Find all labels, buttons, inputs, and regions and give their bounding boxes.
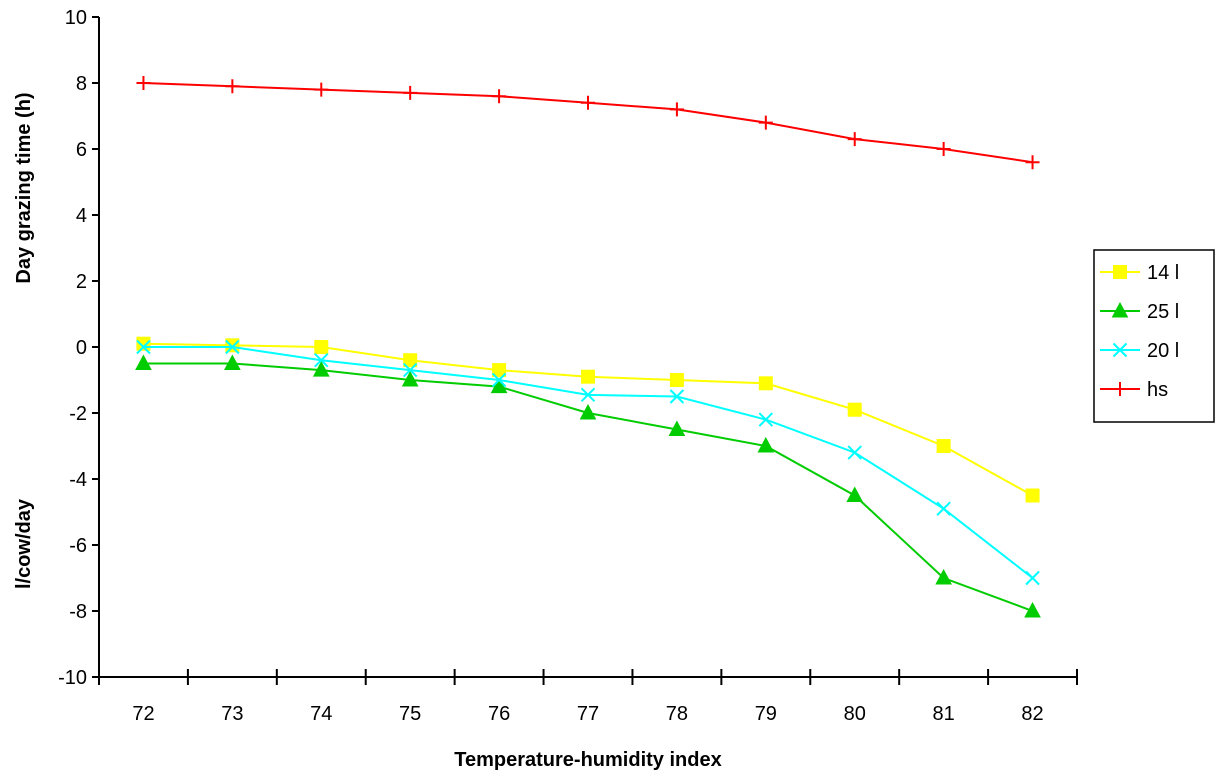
data-point bbox=[1025, 570, 1040, 586]
data-point bbox=[490, 377, 508, 394]
x-tick-label: 72 bbox=[132, 703, 154, 725]
x-tick-label: 77 bbox=[577, 703, 599, 725]
y-tick-label: 8 bbox=[76, 73, 87, 95]
data-point bbox=[846, 486, 864, 502]
data-point bbox=[758, 376, 773, 391]
series-line bbox=[143, 82, 1033, 164]
series-layer bbox=[135, 76, 1041, 618]
series-14-l bbox=[136, 336, 1040, 503]
data-point bbox=[401, 370, 419, 387]
legend-item: 14 l bbox=[1100, 262, 1179, 284]
data-point bbox=[225, 79, 240, 94]
data-point bbox=[492, 363, 507, 378]
y-tick-label: 0 bbox=[76, 337, 87, 359]
data-point bbox=[581, 95, 595, 110]
data-point bbox=[847, 445, 862, 460]
data-point bbox=[936, 439, 951, 453]
legend-marker bbox=[1113, 265, 1127, 279]
data-point bbox=[668, 420, 686, 436]
data-point bbox=[1025, 155, 1040, 170]
y-axis-title-top: Day grazing time (h) bbox=[13, 92, 35, 283]
y-tick-label: 6 bbox=[76, 139, 87, 161]
data-point bbox=[1025, 488, 1040, 503]
y-tick-label: 2 bbox=[76, 271, 87, 293]
plot-area bbox=[99, 17, 1077, 677]
data-point bbox=[669, 102, 684, 117]
data-point bbox=[757, 436, 775, 453]
data-point bbox=[581, 369, 595, 384]
x-axis-title: Temperature-humidity index bbox=[454, 749, 721, 771]
data-point bbox=[669, 373, 684, 387]
y-tick-label: 10 bbox=[65, 7, 87, 29]
series-25-l bbox=[135, 354, 1041, 618]
x-tick-label: 81 bbox=[933, 703, 955, 725]
data-point bbox=[312, 361, 330, 377]
x-tick-label: 78 bbox=[666, 703, 688, 725]
x-tick-label: 74 bbox=[310, 703, 332, 725]
y-tick-label: -8 bbox=[69, 601, 87, 623]
series-20-l bbox=[136, 339, 1040, 586]
data-point bbox=[580, 387, 596, 403]
data-point bbox=[314, 82, 329, 97]
legend-label: 20 l bbox=[1147, 340, 1179, 362]
data-point bbox=[314, 340, 329, 354]
data-point bbox=[669, 389, 685, 404]
y-tick-label: -10 bbox=[58, 667, 87, 689]
data-point bbox=[579, 403, 597, 420]
data-point bbox=[758, 115, 773, 130]
legend-item: hs bbox=[1100, 379, 1168, 401]
plot-background bbox=[99, 17, 1077, 677]
series-line bbox=[143, 362, 1033, 612]
data-point bbox=[847, 402, 862, 417]
data-point bbox=[225, 338, 240, 353]
x-tick-label: 73 bbox=[221, 703, 243, 725]
series-hs bbox=[136, 76, 1040, 170]
data-point bbox=[135, 354, 152, 370]
x-tick-label: 82 bbox=[1021, 703, 1043, 725]
data-point bbox=[1024, 601, 1041, 618]
legend-marker bbox=[1111, 301, 1129, 318]
data-point bbox=[224, 354, 241, 370]
data-point bbox=[225, 339, 240, 355]
legend-label: 25 l bbox=[1147, 301, 1179, 323]
y-tick-label: 4 bbox=[76, 205, 87, 227]
y-tick-label: -4 bbox=[69, 469, 87, 491]
legend-marker bbox=[1113, 382, 1127, 396]
data-point bbox=[403, 85, 418, 100]
y-axis: 10 8 6 4 2 0 -2 -4 -6 -8 -10 bbox=[58, 7, 100, 689]
y-axis-title-bottom: l/cow/day bbox=[13, 498, 35, 589]
y-tick-label: -2 bbox=[69, 403, 87, 425]
data-point bbox=[847, 132, 862, 147]
legend: 14 l 25 l 20 l hs bbox=[1093, 249, 1215, 423]
data-point bbox=[935, 568, 952, 585]
x-tick-label: 76 bbox=[488, 703, 510, 725]
data-point bbox=[136, 339, 151, 355]
data-point bbox=[936, 142, 951, 156]
data-point bbox=[936, 501, 951, 516]
data-point bbox=[136, 76, 151, 90]
legend-label: 14 l bbox=[1147, 262, 1179, 284]
data-point bbox=[491, 372, 507, 388]
x-tick-label: 79 bbox=[755, 703, 777, 725]
x-tick-label: 75 bbox=[399, 703, 421, 725]
x-tick-label: 80 bbox=[844, 703, 866, 725]
y-tick-label: -6 bbox=[69, 535, 87, 557]
data-point bbox=[403, 353, 418, 368]
legend-item: 20 l bbox=[1100, 340, 1179, 362]
data-point bbox=[314, 352, 329, 368]
legend-label: hs bbox=[1147, 379, 1168, 401]
data-point bbox=[758, 412, 774, 427]
x-axis: 72 73 74 75 76 77 78 79 80 81 82 bbox=[98, 669, 1078, 725]
data-point bbox=[402, 362, 418, 378]
legend-marker bbox=[1112, 342, 1128, 358]
legend-item: 25 l bbox=[1100, 301, 1179, 323]
data-point bbox=[492, 89, 507, 104]
